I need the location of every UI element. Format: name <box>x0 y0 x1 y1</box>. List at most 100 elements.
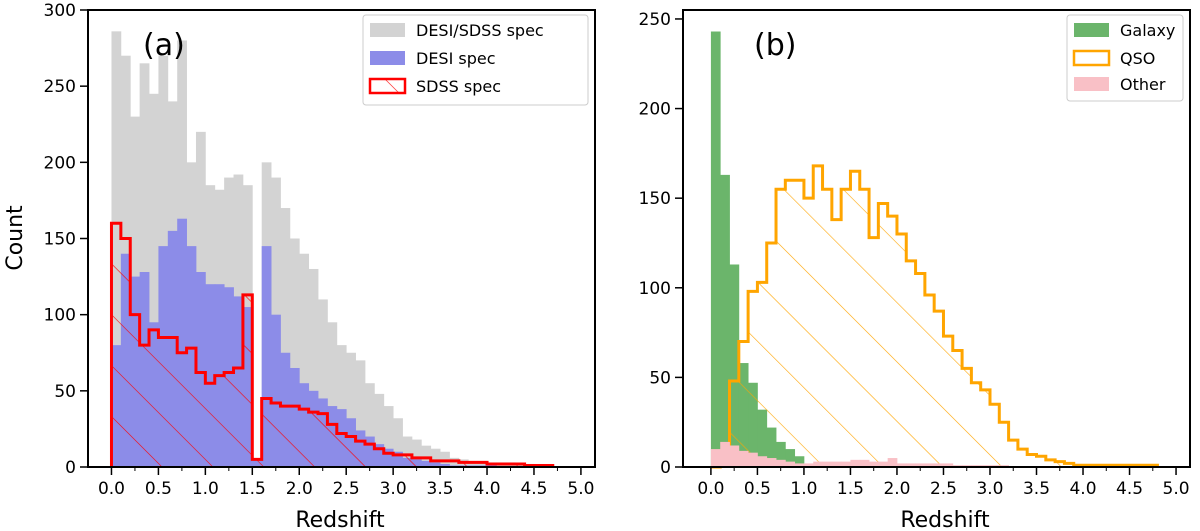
bar-b-other-16 <box>859 459 870 467</box>
ytick-label-a-2: 100 <box>44 306 76 326</box>
panel-a-legend-box <box>362 14 589 106</box>
bar-b-other-20 <box>896 463 907 467</box>
bar-b-galaxy-2 <box>729 264 740 467</box>
ytick-label-a-5: 250 <box>44 77 76 97</box>
hatch-fill-b-qso <box>710 165 1158 467</box>
bar-b-other-9 <box>794 463 805 467</box>
xtick-label-a-2: 1.0 <box>192 479 219 499</box>
legend-swatch-galaxy <box>1074 23 1109 37</box>
bar-a-desi-sdss-spec-21 <box>308 268 319 467</box>
bar-a-desi-sdss-spec-23 <box>327 322 338 467</box>
xtick-label-a-3: 1.5 <box>239 479 266 499</box>
panel-a-label: (a) <box>143 28 185 63</box>
ytick-label-b-2: 100 <box>639 279 671 299</box>
bar-b-other-11 <box>813 461 823 467</box>
bar-a-desi-sdss-spec-18 <box>280 208 291 468</box>
legend-label-desi-sdss: DESI/SDSS spec <box>416 21 544 40</box>
ytick-label-a-6: 300 <box>44 1 76 21</box>
ytick-label-b-1: 50 <box>649 368 671 388</box>
legend-swatch-desi <box>370 51 405 65</box>
xtick-label-b-6: 3.0 <box>976 479 1003 499</box>
ytick-label-b-5: 250 <box>639 10 671 30</box>
xtick-label-b-8: 4.0 <box>1069 479 1096 499</box>
panel-b-ticks: 0.0 0.5 1.0 1.5 2.0 2.5 3.0 3.5 4.0 4.5 5.0 0 50 100 1… <box>639 10 1190 499</box>
bar-b-other-18 <box>878 461 889 467</box>
bar-a-desi-sdss-spec-28 <box>374 393 385 467</box>
bar-b-other-25 <box>943 463 954 467</box>
ytick-label-a-1: 50 <box>54 382 76 402</box>
ytick-label-b-0: 0 <box>660 458 671 478</box>
panel-a-ylabel: Count <box>3 205 28 271</box>
xtick-label-a-0: 0.0 <box>98 479 125 499</box>
bar-a-desi-sdss-spec-35 <box>440 451 450 467</box>
legend-label-sdss: SDSS spec <box>416 77 501 96</box>
bar-a-desi-spec-17 <box>271 314 281 467</box>
panel-b-label: (b) <box>754 28 796 63</box>
bar-a-desi-sdss-spec-3 <box>139 63 150 468</box>
bar-b-other-7 <box>776 459 786 467</box>
panel-a: 0.0 0.5 1.0 1.5 2.0 2.5 3.0 3.5 4.0 4.5 5.0 0 50 100 1… <box>3 1 596 531</box>
bar-b-galaxy-1 <box>720 174 730 468</box>
bar-a-desi-sdss-spec-19 <box>289 238 300 467</box>
bar-b-other-19 <box>887 458 898 467</box>
panel-b-xlabel: Redshift <box>900 508 990 531</box>
bar-b-other-12 <box>822 461 833 467</box>
bar-b-other-6 <box>766 458 777 467</box>
bar-b-other-13 <box>831 461 842 467</box>
xtick-label-a-6: 3.0 <box>380 479 407 499</box>
ytick-label-a-0: 0 <box>65 458 76 478</box>
bar-a-desi-sdss-spec-24 <box>336 345 347 467</box>
xtick-label-b-10: 5.0 <box>1163 479 1190 499</box>
ytick-label-a-4: 200 <box>44 153 76 173</box>
xtick-label-b-0: 0.0 <box>697 479 724 499</box>
xtick-label-a-1: 0.5 <box>145 479 172 499</box>
bar-a-desi-sdss-spec-4 <box>149 93 159 468</box>
bar-b-other-3 <box>738 450 749 467</box>
xtick-label-a-4: 2.0 <box>286 479 313 499</box>
bar-a-desi-spec-9 <box>195 272 206 467</box>
xtick-label-a-7: 3.5 <box>427 479 454 499</box>
legend-swatch-qso <box>1072 49 1111 67</box>
xtick-label-a-5: 2.5 <box>333 479 360 499</box>
panel-a-ticks: 0.0 0.5 1.0 1.5 2.0 2.5 3.0 3.5 4.0 4.5 5.0 0 50 100 1… <box>44 1 595 499</box>
xtick-label-b-3: 1.5 <box>837 479 864 499</box>
bar-b-other-10 <box>803 463 814 467</box>
bar-b-other-15 <box>850 459 861 467</box>
bar-b-other-23 <box>924 463 935 467</box>
bar-a-desi-sdss-spec-33 <box>421 445 432 467</box>
bar-b-other-21 <box>906 463 916 467</box>
bar-a-desi-sdss-spec-26 <box>355 360 366 467</box>
bar-a-desi-sdss-spec-32 <box>411 439 422 467</box>
bar-a-desi-sdss-spec-25 <box>346 352 356 467</box>
panel-b: 0.0 0.5 1.0 1.5 2.0 2.5 3.0 3.5 4.0 4.5 5.0 0 50 100 1… <box>639 9 1191 531</box>
bar-a-desi-sdss-spec-29 <box>383 406 394 467</box>
legend-label-galaxy: Galaxy <box>1120 21 1175 40</box>
bar-b-other-5 <box>757 456 768 467</box>
legend-swatch-desi-sdss <box>370 23 405 37</box>
bar-b-galaxy-0 <box>710 31 721 467</box>
hatch-fill-a-sdss-spec <box>111 223 553 467</box>
bar-b-other-4 <box>748 452 758 467</box>
xtick-label-b-9: 4.5 <box>1116 479 1143 499</box>
xtick-label-b-2: 1.0 <box>790 479 817 499</box>
legend-swatch-sdss <box>368 77 407 95</box>
panel-b-frame <box>682 9 1191 468</box>
step-outline-b-qso <box>710 164 1159 469</box>
bar-b-other-24 <box>934 463 944 467</box>
bar-b-other-17 <box>869 461 879 467</box>
bar-a-desi-sdss-spec-30 <box>393 418 403 467</box>
xtick-label-b-4: 2.0 <box>883 479 910 499</box>
bar-b-other-22 <box>915 463 926 467</box>
bar-b-other-2 <box>729 445 740 467</box>
legend-label-other: Other <box>1120 75 1166 94</box>
bar-a-desi-sdss-spec-31 <box>402 436 413 467</box>
bar-b-other-1 <box>720 441 730 467</box>
xtick-label-b-1: 0.5 <box>744 479 771 499</box>
bar-a-desi-spec-10 <box>205 284 216 467</box>
panel-a-bars <box>109 31 555 468</box>
bar-a-desi-sdss-spec-20 <box>299 253 310 467</box>
bar-a-desi-sdss-spec-22 <box>318 299 328 467</box>
bar-b-other-0 <box>710 449 721 467</box>
legend-label-qso: QSO <box>1120 49 1155 68</box>
ytick-label-a-3: 150 <box>44 230 76 250</box>
